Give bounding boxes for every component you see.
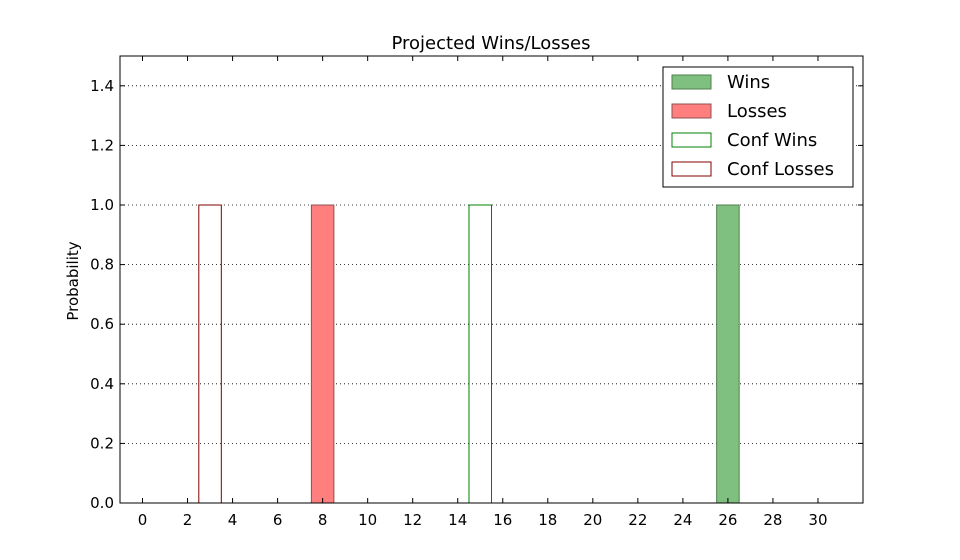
chart-title: Projected Wins/Losses bbox=[392, 33, 591, 54]
y-axis-label: Probability bbox=[64, 241, 82, 320]
legend: Wins Losses Conf Wins Conf Losses bbox=[662, 66, 854, 188]
legend-swatch-wins bbox=[671, 74, 712, 90]
x-tick-label: 14 bbox=[448, 511, 467, 529]
legend-label-conf-wins: Conf Wins bbox=[727, 130, 817, 151]
legend-swatch-conf-wins bbox=[671, 132, 712, 148]
y-tick-label: 0.2 bbox=[90, 434, 114, 452]
conf-losses-bar bbox=[198, 204, 222, 504]
bars bbox=[198, 204, 740, 504]
x-tick-label: 8 bbox=[318, 511, 328, 529]
conf-wins-bar bbox=[468, 204, 493, 504]
plot-frame bbox=[119, 55, 864, 504]
x-tick-label: 20 bbox=[583, 511, 602, 529]
y-tick-label: 0.8 bbox=[90, 256, 114, 274]
y-tick-label: 0.6 bbox=[90, 315, 114, 333]
x-tick-label: 2 bbox=[183, 511, 193, 529]
x-tick-label: 26 bbox=[718, 511, 737, 529]
y-tick-label: 0.0 bbox=[90, 494, 114, 512]
legend-label-wins: Wins bbox=[727, 72, 770, 93]
x-tick-label: 30 bbox=[808, 511, 827, 529]
x-tick-label: 12 bbox=[403, 511, 422, 529]
wins-bar bbox=[716, 204, 740, 504]
y-tick-label: 1.2 bbox=[90, 136, 114, 154]
x-tick-label: 22 bbox=[628, 511, 647, 529]
x-tick-label: 28 bbox=[763, 511, 782, 529]
y-tick-label: 0.4 bbox=[90, 375, 114, 393]
legend-swatch-conf-losses bbox=[671, 161, 712, 177]
x-tick-label: 18 bbox=[538, 511, 557, 529]
axis-ticks: 0 2 4 6 8 10 12 14 16 18 20 22 24 26 28 300.00.20.40.60… bbox=[90, 56, 863, 529]
y-tick-label: 1.4 bbox=[90, 77, 114, 95]
losses-bar bbox=[310, 204, 335, 504]
x-tick-label: 10 bbox=[358, 511, 377, 529]
legend-swatch-losses bbox=[671, 103, 712, 119]
x-tick-label: 24 bbox=[673, 511, 692, 529]
legend-label-conf-losses: Conf Losses bbox=[727, 159, 834, 180]
legend-label-losses: Losses bbox=[727, 101, 787, 122]
y-tick-label: 1.0 bbox=[90, 196, 114, 214]
x-tick-label: 4 bbox=[228, 511, 238, 529]
x-tick-label: 6 bbox=[273, 511, 283, 529]
x-tick-label: 16 bbox=[493, 511, 512, 529]
x-tick-label: 0 bbox=[138, 511, 148, 529]
